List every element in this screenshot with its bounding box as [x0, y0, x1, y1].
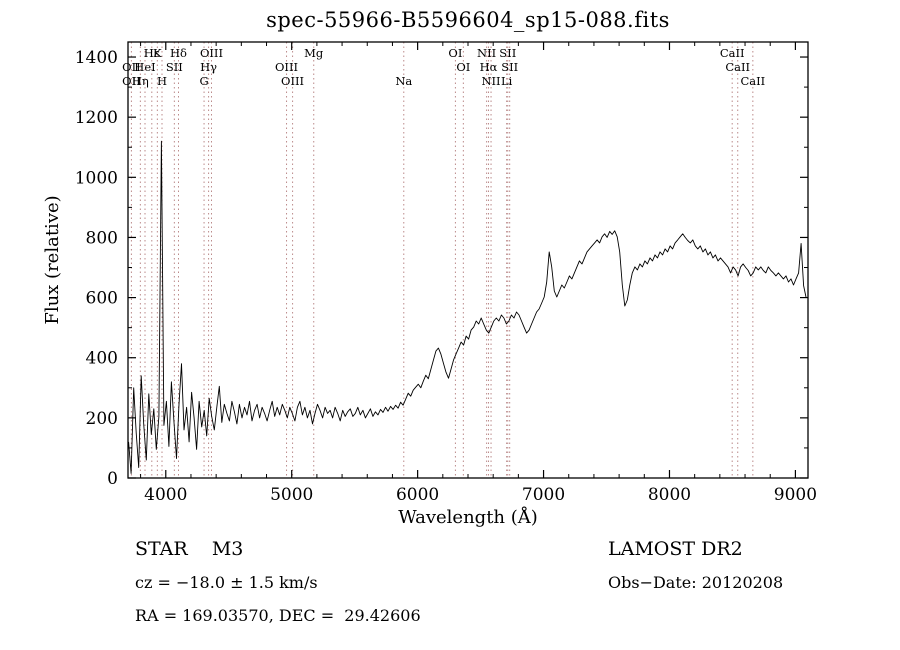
- chart-text: 400: [86, 349, 118, 369]
- chart-text: CaII: [740, 74, 765, 88]
- chart-text: OIII: [200, 46, 223, 60]
- chart-text: SII: [499, 46, 516, 60]
- chart-text: Hα: [480, 60, 498, 74]
- chart-text: 1200: [75, 108, 118, 128]
- chart-text: 0: [107, 469, 118, 489]
- chart-text: NII: [477, 46, 496, 60]
- chart-text: G: [199, 74, 208, 88]
- chart-text: Hδ: [170, 46, 187, 60]
- chart-text: 600: [86, 289, 118, 309]
- ra-dec-label: RA = 169.03570, DEC = 29.42606: [135, 606, 421, 625]
- spectrum-plot: 4000 5000 6000 7000 8000 9000 Wavelength (Å) 0 2…: [42, 41, 817, 528]
- chart-text: 6000: [396, 485, 439, 505]
- y-axis: 0 200 400 600 800 1000 1200 1400 Flux (relative): [42, 48, 808, 489]
- object-class-label: STAR M3: [135, 538, 244, 560]
- chart-text: Mg: [304, 46, 324, 60]
- chart-text: 9000: [774, 485, 817, 505]
- page-title: spec-55966-B5596604_sp15-088.fits: [266, 8, 670, 32]
- chart-text: CaII: [720, 46, 745, 60]
- chart-text: CaII: [725, 60, 750, 74]
- chart-text: H: [157, 74, 167, 88]
- chart-text: NII: [481, 74, 500, 88]
- chart-text: Hε: [144, 46, 160, 60]
- line-markers: [130, 42, 754, 478]
- obs-date-label: Obs−Date: 20120208: [608, 573, 784, 592]
- chart-text: OI: [456, 60, 470, 74]
- chart-text: 8000: [648, 485, 691, 505]
- chart-text: SII: [501, 60, 518, 74]
- chart-text: OII: [122, 60, 141, 74]
- chart-text: Hη: [132, 74, 149, 88]
- x-axis: 4000 5000 6000 7000 8000 9000 Wavelength (Å): [140, 42, 817, 528]
- chart-text: Li: [501, 74, 513, 88]
- chart-text: SII: [166, 60, 183, 74]
- chart-text: 800: [86, 228, 118, 248]
- chart-text: 1400: [75, 48, 118, 68]
- chart-text: 7000: [522, 485, 565, 505]
- survey-label: LAMOST DR2: [608, 538, 743, 560]
- chart-text: 200: [86, 409, 118, 429]
- plot-frame: [127, 41, 809, 479]
- chart-text: K: [153, 46, 162, 60]
- chart-text: HeI: [134, 60, 155, 74]
- chart-text: 1000: [75, 168, 118, 188]
- chart-text: OI: [448, 46, 462, 60]
- chart-text: Hγ: [200, 60, 217, 74]
- chart-text: Na: [395, 74, 412, 88]
- spectrum-line: [128, 140, 807, 474]
- chart-text: 5000: [270, 485, 313, 505]
- chart-text: 4000: [144, 485, 187, 505]
- chart-text: OIII: [275, 60, 298, 74]
- radial-velocity-label: cz = −18.0 ± 1.5 km/s: [135, 573, 318, 592]
- chart-text: Wavelength (Å): [398, 506, 538, 528]
- chart-text: OII: [122, 74, 141, 88]
- chart-text: Flux (relative): [42, 195, 63, 324]
- chart-text: OIII: [281, 74, 304, 88]
